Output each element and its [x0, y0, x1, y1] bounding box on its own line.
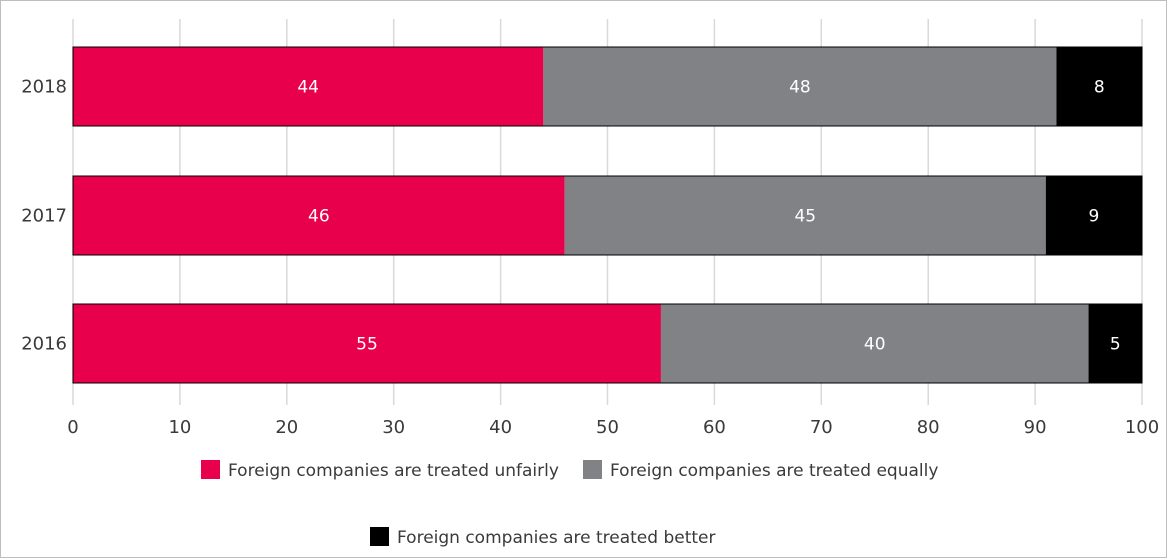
x-tick-label-100: 100	[1125, 417, 1159, 438]
bar-2017-series-2	[564, 176, 1046, 255]
x-tick-label-80: 80	[917, 417, 940, 438]
bars: 44 48 8 46 45 9 55 40 5	[72, 46, 1143, 384]
x-tick-label-50: 50	[596, 417, 619, 438]
y-tick-label-2016: 2016	[21, 334, 67, 355]
x-axis-labels: 0 10 20 30 40 50 60 70 80 90 100	[67, 417, 1159, 438]
legend-swatch-2	[583, 460, 602, 479]
y-axis-labels: 2018 2017 2016	[21, 77, 67, 355]
legend-swatch-3	[370, 527, 389, 546]
bar-2016-series-3	[1088, 304, 1142, 383]
x-tick-label-30: 30	[382, 417, 405, 438]
legend-label-1: Foreign companies are treated unfairly	[228, 461, 559, 481]
bar-outline-2018	[72, 46, 1143, 127]
bar-outline-2017	[72, 175, 1143, 256]
x-tick-label-40: 40	[489, 417, 512, 438]
y-tick-label-2018: 2018	[21, 77, 67, 98]
bar-2018-series-1	[73, 47, 544, 126]
legend: Foreign companies are treated unfairly Fo…	[201, 460, 938, 548]
bar-2016-series-1	[73, 304, 661, 383]
bar-outline-2016	[72, 303, 1143, 384]
data-label-2017-series-1: 46	[308, 207, 330, 227]
y-tick-label-2017: 2017	[21, 206, 67, 227]
data-label-2018-series-3: 8	[1094, 78, 1105, 98]
x-tick-label-90: 90	[1024, 417, 1047, 438]
data-label-2017-series-2: 45	[794, 207, 816, 227]
data-label-2018-series-2: 48	[789, 78, 811, 98]
bar-2017-series-3	[1045, 176, 1142, 255]
legend-swatch-1	[201, 460, 220, 479]
data-label-2016-series-1: 55	[356, 335, 378, 355]
legend-label-2: Foreign companies are treated equally	[610, 461, 938, 481]
data-label-2017-series-3: 9	[1088, 207, 1099, 227]
bar-2018-series-3	[1056, 47, 1142, 126]
x-tick-label-60: 60	[703, 417, 726, 438]
data-label-2016-series-2: 40	[864, 335, 886, 355]
x-tick-label-70: 70	[810, 417, 833, 438]
x-tick-label-20: 20	[275, 417, 298, 438]
bar-2017-series-1	[73, 176, 565, 255]
x-tick-label-10: 10	[168, 417, 191, 438]
bar-2016-series-2	[660, 304, 1089, 383]
data-label-2018-series-1: 44	[297, 78, 319, 98]
legend-label-3: Foreign companies are treated better	[397, 528, 715, 548]
bar-2018-series-2	[543, 47, 1057, 126]
x-tick-label-0: 0	[67, 417, 78, 438]
data-label-2016-series-3: 5	[1110, 335, 1121, 355]
